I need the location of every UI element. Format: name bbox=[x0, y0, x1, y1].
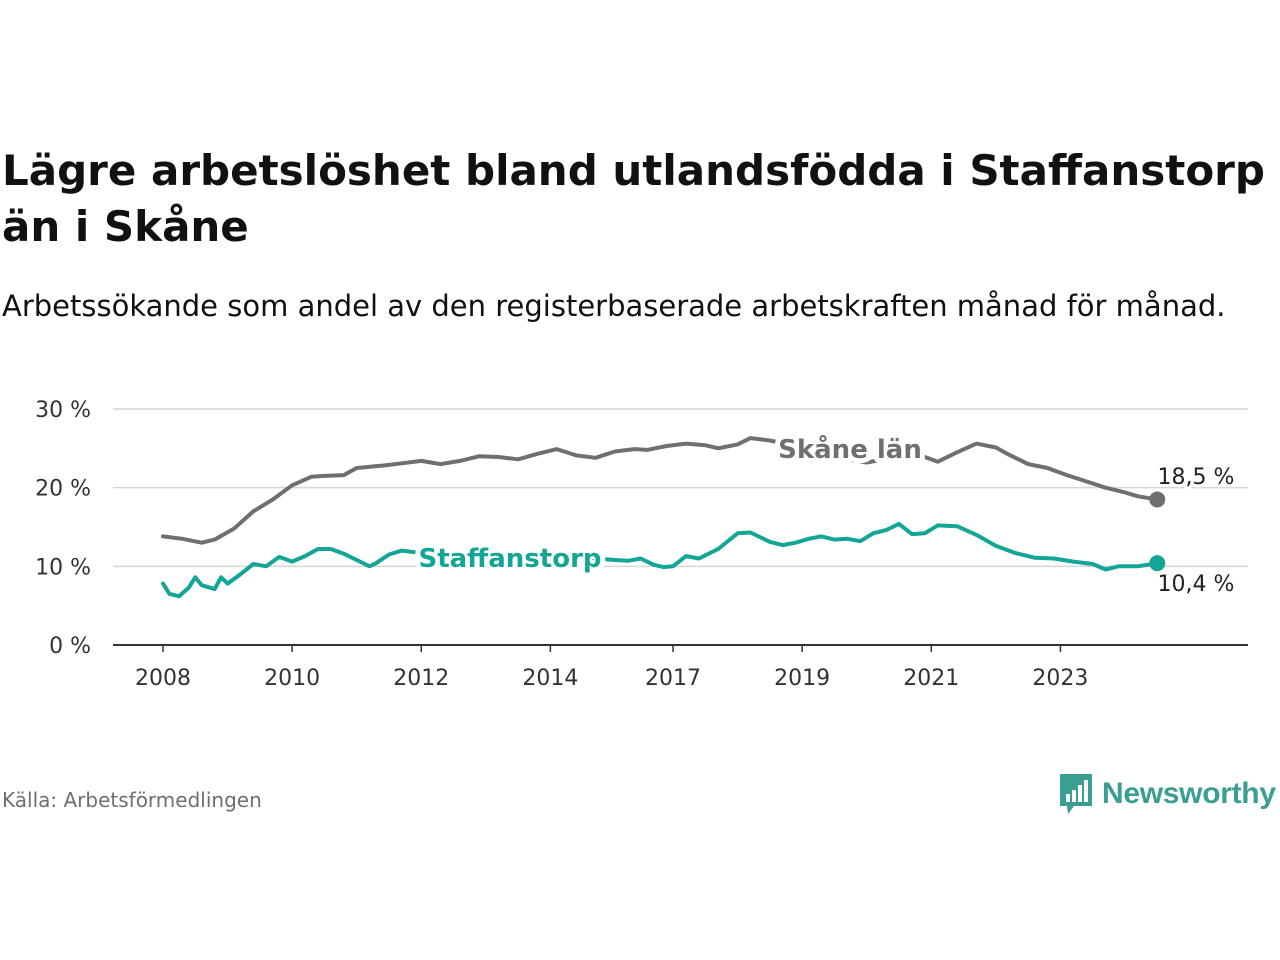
series-lines bbox=[161, 436, 1166, 599]
series-label-staffanstorp: Staffanstorp bbox=[418, 544, 601, 574]
x-tick-label-2023: 2023 bbox=[1032, 666, 1088, 691]
grid-lines bbox=[113, 408, 1248, 568]
series-labels: Skåne län Staffanstorp 18,5 % 10,4 % bbox=[413, 428, 1237, 600]
page-title: Lägre arbetslöshet bland utlandsfödda i … bbox=[2, 146, 1265, 251]
newsworthy-logo[interactable]: Newsworthy bbox=[1058, 772, 1276, 816]
y-axis-tick-labels: 0 % 10 % 20 % 30 % bbox=[35, 398, 91, 659]
skane-lan-end-point bbox=[1149, 491, 1166, 508]
x-tick-label-2019: 2019 bbox=[774, 666, 830, 691]
y-tick-label-30: 30 % bbox=[35, 398, 91, 423]
y-tick-label-0: 0 % bbox=[49, 634, 91, 659]
end-label-skane: 18,5 % bbox=[1158, 465, 1235, 490]
source-note: Källa: Arbetsförmedlingen bbox=[2, 788, 262, 812]
newsworthy-bubble-icon bbox=[1060, 774, 1092, 814]
x-tick-label-2010: 2010 bbox=[264, 666, 320, 691]
x-tick-label-2008: 2008 bbox=[135, 666, 191, 691]
x-tick-label-2017: 2017 bbox=[645, 666, 701, 691]
series-label-skane: Skåne län bbox=[778, 433, 922, 465]
x-axis-ticks: 2008 2010 2012 2014 2017 2019 2021 2023 bbox=[135, 645, 1088, 691]
y-tick-label-20: 20 % bbox=[35, 477, 91, 502]
chart-subtitle: Arbetssökande som andel av den registerb… bbox=[2, 289, 1226, 323]
staffanstorp-line bbox=[161, 521, 1160, 599]
x-tick-label-2021: 2021 bbox=[903, 666, 959, 691]
staffanstorp-end-point bbox=[1149, 555, 1166, 572]
end-label-staffanstorp: 10,4 % bbox=[1158, 572, 1235, 597]
x-tick-label-2014: 2014 bbox=[522, 666, 578, 691]
brand-name: Newsworthy bbox=[1102, 777, 1276, 810]
skane-lan-line bbox=[161, 436, 1160, 545]
x-tick-label-2012: 2012 bbox=[393, 666, 449, 691]
y-tick-label-10: 10 % bbox=[35, 555, 91, 580]
line-chart: 0 % 10 % 20 % 30 % 2008 2010 2012 2014 2017 2019… bbox=[35, 398, 1248, 691]
